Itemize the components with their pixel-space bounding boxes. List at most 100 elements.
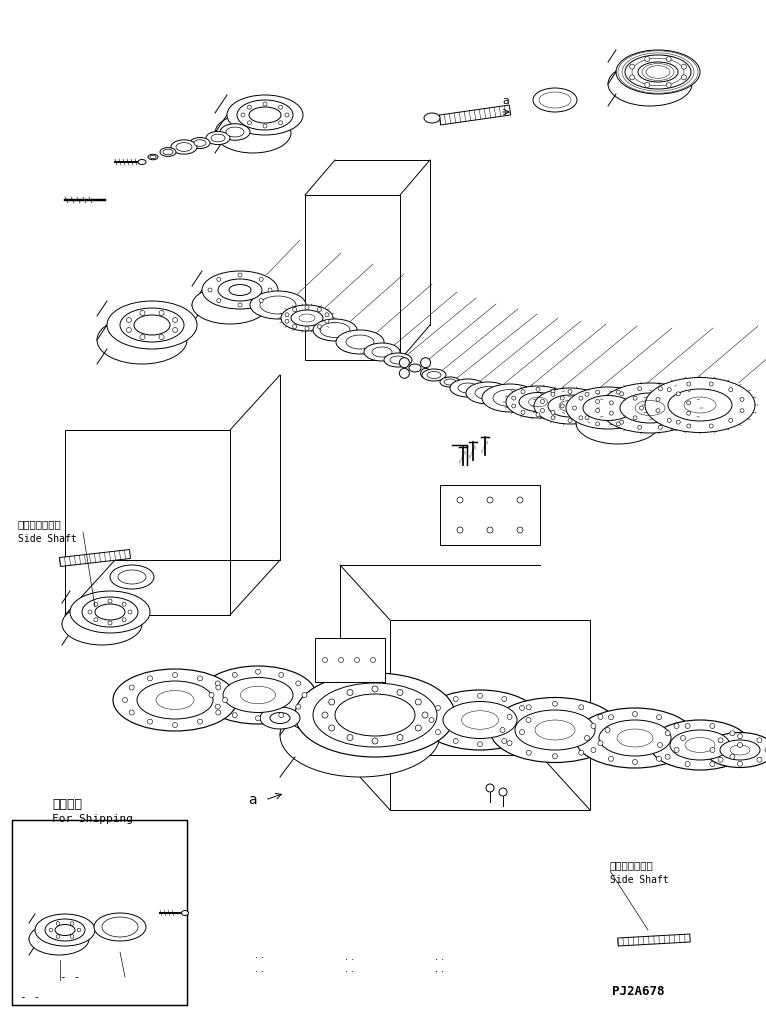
Circle shape xyxy=(172,722,178,727)
Circle shape xyxy=(217,278,221,282)
Circle shape xyxy=(453,697,458,701)
Ellipse shape xyxy=(670,730,730,760)
Circle shape xyxy=(279,105,283,109)
Circle shape xyxy=(77,928,80,932)
Ellipse shape xyxy=(190,138,210,149)
Circle shape xyxy=(526,751,532,756)
Circle shape xyxy=(536,387,540,391)
Circle shape xyxy=(526,717,531,722)
Circle shape xyxy=(198,676,202,681)
Ellipse shape xyxy=(200,666,316,724)
Circle shape xyxy=(605,727,610,732)
Text: - -: - - xyxy=(60,972,80,982)
Circle shape xyxy=(256,670,260,675)
Ellipse shape xyxy=(645,378,755,433)
Circle shape xyxy=(665,755,670,760)
Circle shape xyxy=(674,723,679,728)
Ellipse shape xyxy=(260,707,300,729)
Circle shape xyxy=(317,308,322,312)
Circle shape xyxy=(499,788,507,796)
Text: a: a xyxy=(248,793,257,807)
Ellipse shape xyxy=(390,356,406,364)
Ellipse shape xyxy=(506,386,570,418)
Circle shape xyxy=(560,404,565,408)
Circle shape xyxy=(551,410,555,414)
Circle shape xyxy=(122,618,126,622)
Circle shape xyxy=(241,113,245,116)
Circle shape xyxy=(397,734,403,741)
Circle shape xyxy=(709,382,713,386)
Text: . .: . . xyxy=(435,952,444,962)
Circle shape xyxy=(584,735,590,741)
Circle shape xyxy=(372,738,378,744)
Circle shape xyxy=(656,408,660,412)
Ellipse shape xyxy=(202,271,278,309)
Circle shape xyxy=(610,411,614,415)
Circle shape xyxy=(541,399,545,403)
Circle shape xyxy=(217,299,221,303)
Circle shape xyxy=(322,657,328,663)
Circle shape xyxy=(730,730,735,735)
Circle shape xyxy=(487,497,493,503)
Circle shape xyxy=(232,712,237,717)
Ellipse shape xyxy=(182,911,188,916)
Circle shape xyxy=(658,425,663,430)
Circle shape xyxy=(329,725,335,731)
Ellipse shape xyxy=(444,379,456,385)
Circle shape xyxy=(512,396,516,400)
Circle shape xyxy=(507,741,512,746)
Circle shape xyxy=(502,697,507,701)
Ellipse shape xyxy=(137,681,213,719)
Circle shape xyxy=(129,685,134,690)
Circle shape xyxy=(247,105,251,109)
Circle shape xyxy=(329,699,335,705)
Circle shape xyxy=(126,317,132,322)
Circle shape xyxy=(305,306,309,310)
Text: サイドシャフト: サイドシャフト xyxy=(610,860,653,870)
Circle shape xyxy=(198,719,202,724)
Ellipse shape xyxy=(424,113,440,123)
Circle shape xyxy=(645,82,650,87)
Circle shape xyxy=(686,411,691,415)
Ellipse shape xyxy=(102,917,138,937)
Bar xyxy=(315,638,385,682)
Circle shape xyxy=(457,497,463,503)
Ellipse shape xyxy=(220,124,250,140)
Circle shape xyxy=(140,334,145,339)
Ellipse shape xyxy=(515,710,595,750)
Circle shape xyxy=(591,723,596,728)
Circle shape xyxy=(148,719,152,724)
Ellipse shape xyxy=(422,369,446,381)
Ellipse shape xyxy=(194,140,206,146)
Circle shape xyxy=(322,712,328,718)
Circle shape xyxy=(216,685,221,690)
Circle shape xyxy=(633,396,637,400)
Circle shape xyxy=(128,610,132,614)
Ellipse shape xyxy=(280,693,440,777)
Ellipse shape xyxy=(336,330,384,354)
Ellipse shape xyxy=(107,301,197,349)
Ellipse shape xyxy=(45,919,85,941)
Circle shape xyxy=(551,392,555,396)
Circle shape xyxy=(279,712,283,717)
Ellipse shape xyxy=(616,50,700,94)
Circle shape xyxy=(598,741,603,746)
Ellipse shape xyxy=(320,322,350,337)
Circle shape xyxy=(676,420,680,424)
Circle shape xyxy=(487,527,493,533)
Ellipse shape xyxy=(62,603,142,645)
Circle shape xyxy=(457,527,463,533)
Circle shape xyxy=(568,418,572,422)
Bar xyxy=(12,820,187,1005)
Circle shape xyxy=(263,102,267,106)
Circle shape xyxy=(740,408,744,412)
Polygon shape xyxy=(617,934,690,946)
Ellipse shape xyxy=(94,913,146,941)
Polygon shape xyxy=(60,549,130,566)
Circle shape xyxy=(757,758,762,762)
Ellipse shape xyxy=(440,377,460,387)
Circle shape xyxy=(172,673,178,678)
Circle shape xyxy=(608,757,614,762)
Ellipse shape xyxy=(237,100,293,130)
Circle shape xyxy=(108,599,112,603)
